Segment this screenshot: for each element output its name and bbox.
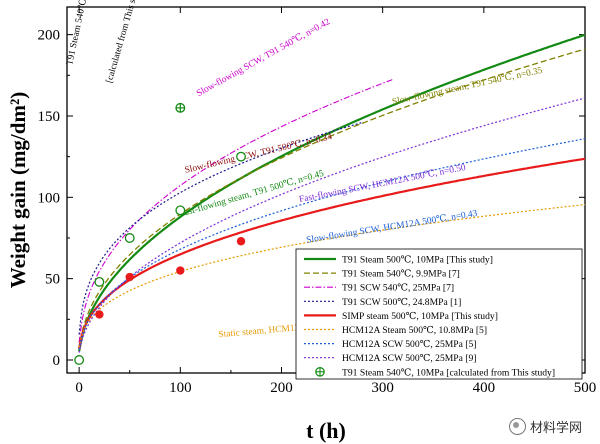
data-point-filled-circle bbox=[236, 237, 246, 246]
legend-entry: T91 SCW 500℃, 24.8MPa [1] bbox=[342, 297, 461, 308]
curve-annotation: Slow-flowing SCW, T91 540℃, n=0.42 bbox=[195, 16, 333, 99]
legend-entry: T91 SCW 540℃, 25MPa [7] bbox=[342, 283, 454, 294]
x-tick-label: 0 bbox=[75, 380, 83, 396]
series-line-hcm12a-scw-500-25mpa-9 bbox=[78, 97, 585, 353]
x-tick-label: 100 bbox=[169, 380, 192, 396]
wechat-icon bbox=[508, 418, 526, 435]
data-point-open-circle bbox=[74, 355, 85, 365]
x-tick-label: 500 bbox=[574, 380, 597, 396]
legend-entry: T91 Steam 540℃, 9.9MPa [7] bbox=[342, 269, 460, 280]
y-tick-label: 50 bbox=[45, 272, 60, 288]
y-tick-label: 0 bbox=[53, 353, 61, 369]
x-tick-label: 200 bbox=[270, 380, 293, 396]
legend-entry: HCM12A SCW 500℃, 25MPa [9] bbox=[342, 353, 477, 364]
series-line-t91-steam-540-9-9mpa-7 bbox=[78, 48, 585, 350]
legend-entry: SIMP steam 500℃, 10MPa [This study] bbox=[342, 311, 498, 322]
curve-annotation: [calculated from This study] bbox=[104, 0, 144, 84]
legend-box bbox=[295, 248, 583, 380]
watermark: 材料学网 bbox=[508, 417, 582, 436]
y-tick-label: 200 bbox=[38, 28, 61, 44]
data-point-filled-circle bbox=[95, 310, 104, 319]
legend-entry: T91 Steam 540℃, 10MPa [calculated from T… bbox=[342, 367, 555, 378]
y-tick-label: 150 bbox=[38, 109, 61, 125]
data-point-open-circle bbox=[124, 233, 135, 243]
data-point-open-circle bbox=[236, 151, 246, 162]
series-line-t91-steam-500-10mpa-this-study bbox=[78, 33, 585, 352]
data-point-open-circle bbox=[175, 205, 186, 216]
curve-annotation: T91 Steam 540℃ bbox=[65, 0, 89, 66]
x-tick-label: 300 bbox=[371, 380, 394, 396]
curve-annotation: Slow-flowing SCW, HCM12A 500℃, n=0.43 bbox=[306, 208, 479, 246]
y-axis-label: Weight gain (mg/dm²) bbox=[6, 92, 30, 288]
curve-annotation: Slow-flowing steam, T91 540℃, n=0.35 bbox=[391, 65, 544, 108]
data-point-filled-circle bbox=[125, 272, 134, 282]
legend-entry: HCM12A Steam 500℃, 10.8MPa [5] bbox=[342, 325, 487, 336]
series-line-hcm12a-steam-500-10-8mpa-5 bbox=[78, 204, 585, 348]
series-line-t91-scw-540-25mpa-7 bbox=[78, 78, 394, 343]
legend-entry: HCM12A SCW 500℃, 25MPa [5] bbox=[342, 339, 477, 350]
watermark-text: 材料学网 bbox=[529, 421, 582, 436]
series-line-simp-steam-500-10mpa-this-study bbox=[78, 157, 585, 349]
y-tick-label: 100 bbox=[38, 190, 61, 206]
data-point-filled-circle bbox=[176, 266, 185, 275]
legend-entry: T91 Steam 500℃, 10MPa [This study] bbox=[342, 255, 493, 266]
x-axis-label: t (h) bbox=[306, 418, 346, 443]
x-tick-label: 400 bbox=[473, 380, 496, 396]
series-line-t91-scw-500-24-8mpa-1 bbox=[78, 121, 363, 335]
data-point-open-circle bbox=[94, 276, 105, 287]
